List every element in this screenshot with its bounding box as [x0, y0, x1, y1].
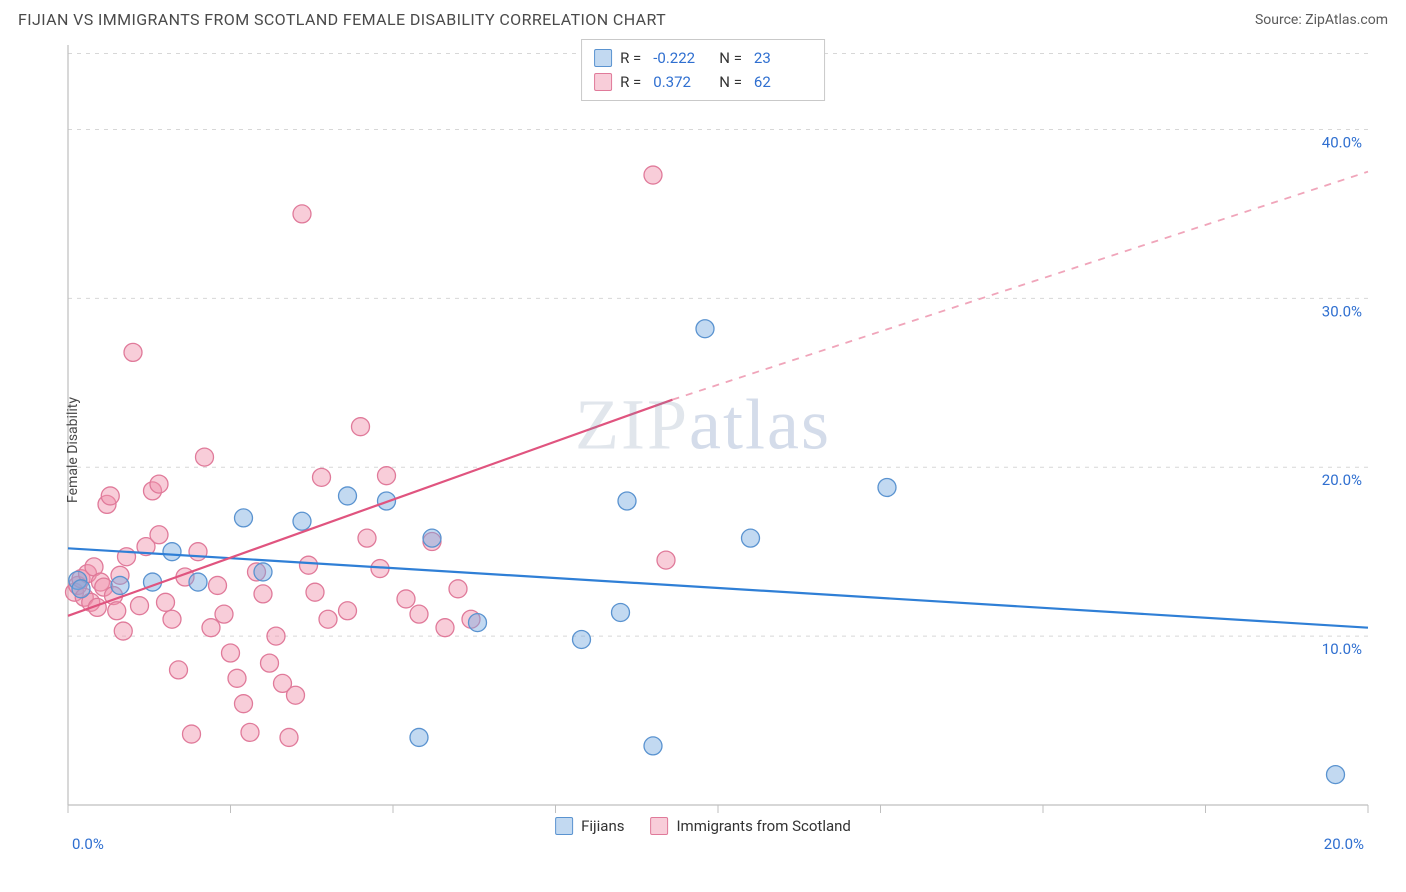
swatch-scotland-icon: [650, 817, 668, 835]
swatch-scotland: [594, 73, 612, 91]
r-label: R =: [620, 70, 641, 94]
r-label: R =: [620, 46, 641, 70]
legend-row-fijians: R = -0.222 N = 23: [594, 46, 812, 70]
legend-label-scotland: Immigrants from Scotland: [676, 817, 850, 835]
legend-row-scotland: R = 0.372 N = 62: [594, 70, 812, 94]
n-value-scotland: 62: [754, 70, 812, 94]
svg-text:40.0%: 40.0%: [1322, 133, 1362, 151]
chart-header: FIJIAN VS IMMIGRANTS FROM SCOTLAND FEMAL…: [0, 0, 1406, 35]
svg-text:0.0%: 0.0%: [72, 835, 104, 853]
chart-title: FIJIAN VS IMMIGRANTS FROM SCOTLAND FEMAL…: [18, 10, 666, 29]
chart-source: Source: ZipAtlas.com: [1255, 12, 1388, 28]
n-label: N =: [719, 46, 742, 70]
scatter-chart: 10.0% 20.0% 30.0% 40.0% 0.0% 20.0%: [18, 35, 1388, 865]
chart-container: Female Disability ZIPatlas 10.0%20.0%30.…: [18, 35, 1388, 865]
n-value-fijians: 23: [754, 46, 812, 70]
legend-item-fijians: Fijians: [555, 817, 624, 835]
legend-item-scotland: Immigrants from Scotland: [650, 817, 850, 835]
correlation-legend: R = -0.222 N = 23 R = 0.372 N = 62: [581, 39, 825, 101]
legend-label-fijians: Fijians: [581, 817, 624, 835]
svg-text:30.0%: 30.0%: [1322, 302, 1362, 320]
r-value-scotland: 0.372: [653, 70, 711, 94]
svg-text:20.0%: 20.0%: [1322, 471, 1362, 489]
swatch-fijians: [594, 49, 612, 67]
swatch-fijians-icon: [555, 817, 573, 835]
y-axis-label: Female Disability: [65, 397, 81, 503]
series-legend: Fijians Immigrants from Scotland: [555, 817, 851, 835]
n-label: N =: [719, 70, 742, 94]
r-value-fijians: -0.222: [653, 46, 711, 70]
svg-text:10.0%: 10.0%: [1322, 640, 1362, 658]
svg-text:20.0%: 20.0%: [1324, 835, 1364, 853]
